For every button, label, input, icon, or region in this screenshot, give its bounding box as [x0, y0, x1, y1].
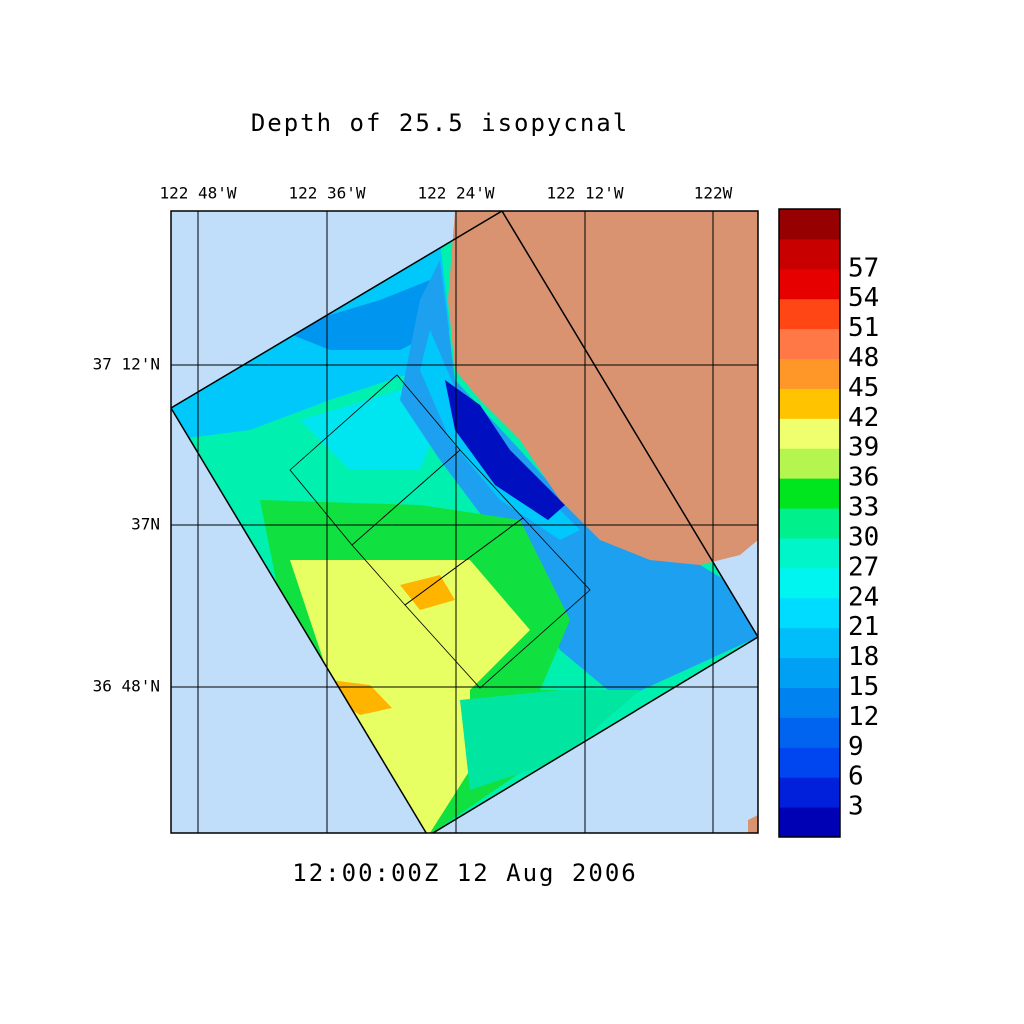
colorbar-swatch — [779, 657, 840, 688]
colorbar-label: 3 — [848, 792, 864, 822]
map-title: Depth of 25.5 isopycnal — [251, 109, 629, 137]
colorbar-frame — [778, 208, 841, 838]
colorbar-swatch — [779, 687, 840, 718]
colorbar-label: 42 — [848, 403, 879, 433]
colorbar-label: 6 — [848, 762, 864, 792]
colorbar-swatch — [779, 209, 840, 240]
colorbar-swatch — [779, 298, 840, 330]
colorbar-swatch — [779, 747, 840, 778]
map-area — [171, 211, 758, 833]
colorbar-label: 45 — [848, 373, 879, 403]
colorbar-swatch — [779, 448, 840, 479]
model-domain — [171, 211, 758, 833]
colorbar-swatch — [779, 508, 840, 539]
colorbar-swatch — [779, 627, 840, 659]
colorbar-label: 36 — [848, 463, 879, 493]
colorbar-label: 24 — [848, 582, 879, 612]
field-region — [445, 380, 565, 520]
timestamp: 12:00:00Z 12 Aug 2006 — [292, 859, 637, 887]
latitude-label: 36 48'N — [93, 677, 160, 696]
colorbar-swatch — [779, 328, 840, 360]
land — [748, 815, 758, 833]
colorbar-label: 51 — [848, 313, 879, 343]
colorbar-swatch — [779, 717, 840, 748]
field-region — [400, 575, 455, 610]
colorbar-swatch — [779, 777, 840, 808]
colorbar-label: 57 — [848, 253, 879, 283]
colorbar-swatch — [779, 358, 840, 389]
longitude-label: 122 48'W — [159, 184, 236, 203]
colorbar-swatch — [779, 597, 840, 629]
colorbar-label: 39 — [848, 433, 879, 463]
colorbar-swatch — [779, 388, 840, 419]
colorbar-label: 18 — [848, 642, 879, 672]
longitude-label: 122 12'W — [546, 184, 623, 203]
field-region — [420, 330, 580, 540]
colorbar-swatch — [779, 537, 840, 569]
labels: 122 48'W 122 36'W 122 24'W 122 12'W 122W 37 1… — [93, 184, 733, 696]
colorbar-label: 15 — [848, 672, 879, 702]
longitude-label: 122W — [694, 184, 733, 203]
colorbar-label: 21 — [848, 612, 879, 642]
colorbar-swatch — [779, 238, 840, 270]
land — [448, 211, 758, 565]
latitude-label: 37N — [131, 515, 160, 534]
latitude-label: 37 12'N — [93, 355, 160, 374]
colorbar-label: 33 — [848, 493, 879, 523]
field-region — [400, 260, 758, 700]
field-region — [460, 690, 640, 790]
colorbar-label: 48 — [848, 343, 879, 373]
colorbar-swatch — [779, 807, 840, 838]
colorbar-swatch — [779, 268, 840, 300]
colorbar-swatch — [779, 478, 840, 509]
subdomain-box — [404, 517, 591, 689]
colorbar-label: 30 — [848, 522, 879, 552]
colorbar-label: 12 — [848, 702, 879, 732]
colorbar-label: 27 — [848, 552, 879, 582]
longitude-label: 122 24'W — [417, 184, 494, 203]
colorbar-label: 9 — [848, 732, 864, 762]
field-region — [300, 390, 440, 470]
colorbar-swatch — [779, 567, 840, 599]
colorbar-label: 54 — [848, 283, 879, 313]
longitude-label: 122 36'W — [288, 184, 365, 203]
colorbar-swatch — [779, 418, 840, 449]
field-region — [280, 280, 440, 350]
map-frame — [170, 210, 759, 834]
